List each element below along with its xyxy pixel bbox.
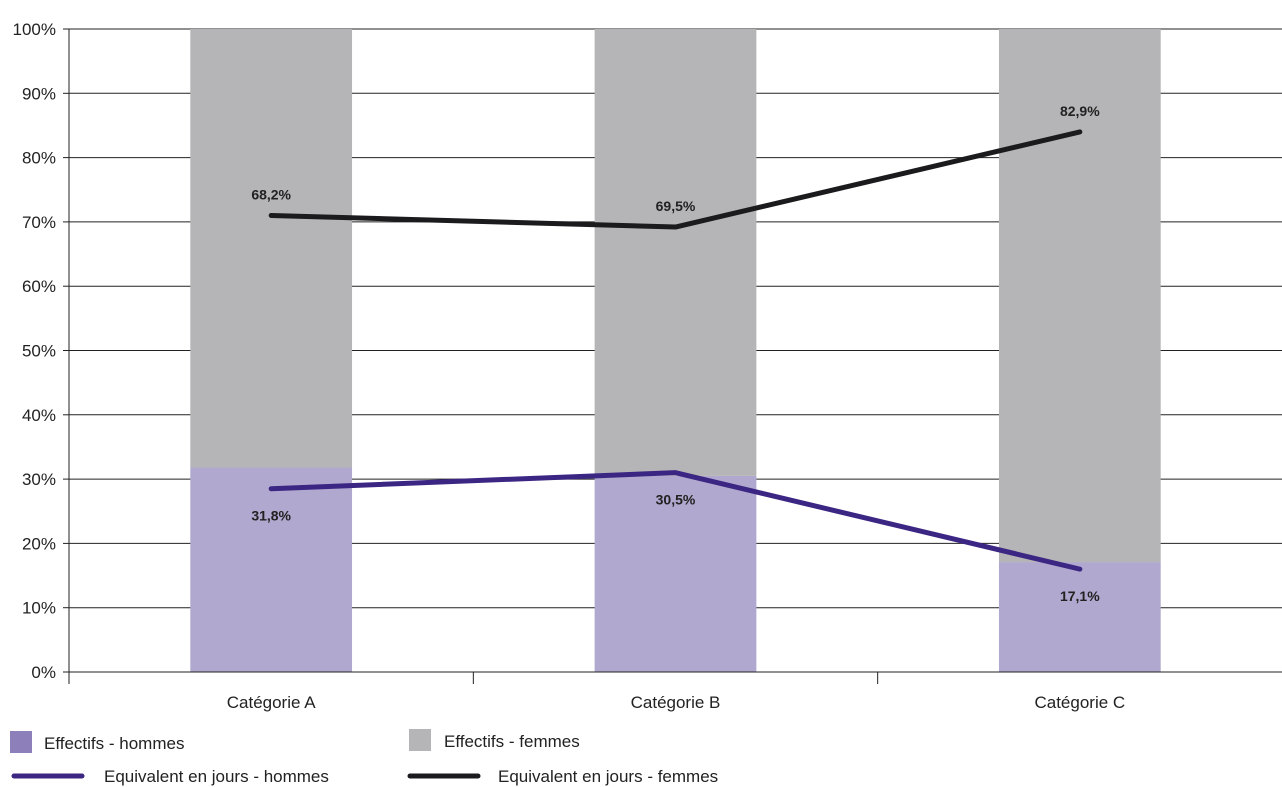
legend-label-women-bar: Effectifs - femmes xyxy=(444,732,580,751)
data-label-women-0: 68,2% xyxy=(251,186,291,202)
legend-label-women-line: Equivalent en jours - femmes xyxy=(498,767,718,786)
series-line-women xyxy=(268,129,1083,230)
y-tick-label-80: 80% xyxy=(22,149,56,168)
legend-swatch-women-bar xyxy=(409,729,431,751)
y-axis-tick-labels: 0% 10% 20% 30% 40% 50% 60% 70% 80% 90% 100% xyxy=(13,20,56,682)
data-label-women-1: 69,5% xyxy=(656,198,696,214)
x-tick-label-0: Catégorie A xyxy=(227,693,316,712)
series-lines xyxy=(268,129,1083,572)
y-tick-label-50: 50% xyxy=(22,342,56,361)
data-label-men-2: 17,1% xyxy=(1060,588,1100,604)
x-tick-label-1: Catégorie B xyxy=(631,693,721,712)
bar-men-2 xyxy=(998,562,1161,672)
legend: Effectifs - hommes Effectifs - femmes Eq… xyxy=(10,729,718,786)
bars xyxy=(190,29,1161,672)
data-labels: 31,8% 30,5% 17,1% 68,2% 69,5% 82,9% xyxy=(251,103,1100,604)
bar-women-2 xyxy=(998,29,1161,563)
y-tick-label-0: 0% xyxy=(31,663,56,682)
data-label-men-1: 30,5% xyxy=(656,492,696,508)
bar-men-0 xyxy=(190,467,353,672)
x-tick-label-2: Catégorie C xyxy=(1034,693,1125,712)
axes xyxy=(68,29,1282,684)
y-tick-label-30: 30% xyxy=(22,470,56,489)
data-label-men-0: 31,8% xyxy=(251,508,291,524)
y-tick-label-100: 100% xyxy=(13,20,56,39)
y-tick-label-10: 10% xyxy=(22,599,56,618)
bar-men-1 xyxy=(594,475,757,672)
y-tick-label-90: 90% xyxy=(22,84,56,103)
x-axis-tick-labels: Catégorie A Catégorie B Catégorie C xyxy=(227,693,1125,712)
series-line-men xyxy=(268,470,1083,572)
y-tick-label-40: 40% xyxy=(22,406,56,425)
legend-label-men-line: Equivalent en jours - hommes xyxy=(104,767,329,786)
data-label-women-2: 82,9% xyxy=(1060,103,1100,119)
legend-label-men-bar: Effectifs - hommes xyxy=(44,734,184,753)
y-tick-label-70: 70% xyxy=(22,213,56,232)
y-tick-label-20: 20% xyxy=(22,534,56,553)
bar-women-1 xyxy=(594,29,757,476)
legend-swatch-men-bar xyxy=(10,731,32,753)
bar-women-0 xyxy=(190,29,353,468)
y-tick-label-60: 60% xyxy=(22,277,56,296)
